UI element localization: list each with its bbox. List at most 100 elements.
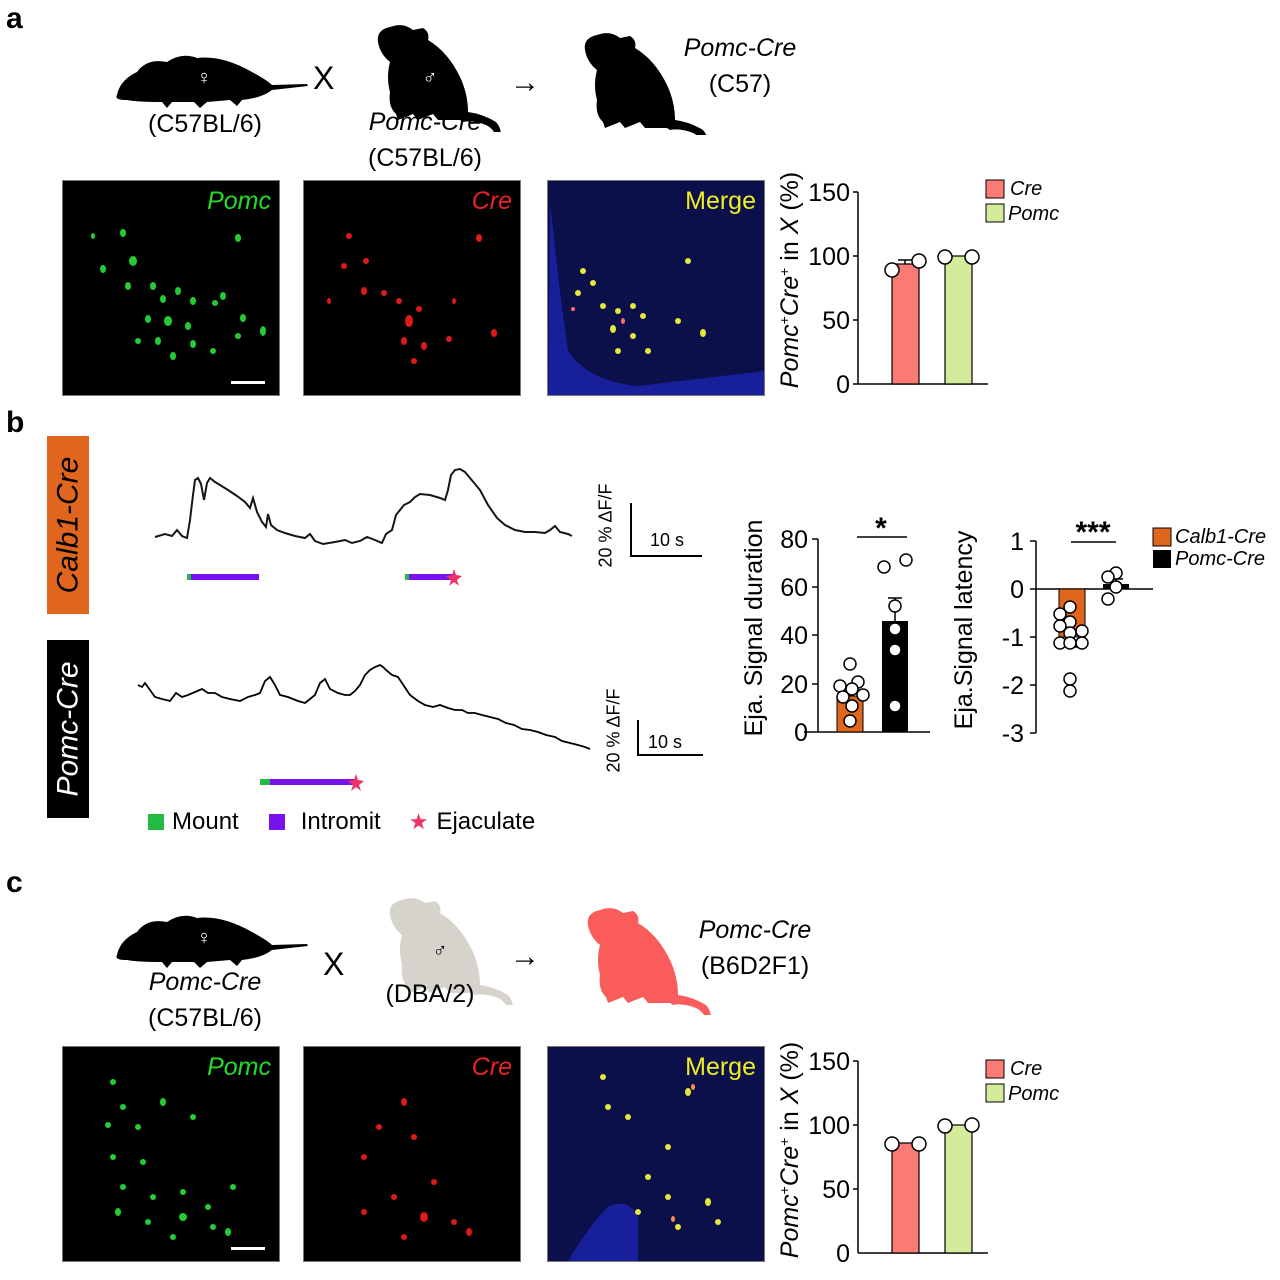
micrograph-cre-a: Cre: [303, 180, 521, 396]
behavior-bar-1: [187, 574, 259, 580]
male-genotype-label: Pomc-Cre: [368, 108, 482, 136]
legend-pomc: Pomc: [1008, 1083, 1059, 1105]
scale-y-label: 20 % ΔF/F: [603, 687, 624, 773]
legend-ejaculate: Ejaculate: [436, 808, 536, 835]
micrograph-cre-c: Cre: [303, 1046, 521, 1262]
image-label-cre: Cre: [471, 1053, 512, 1081]
behavior-legend: Mount Intromit ★ Ejaculate: [148, 808, 535, 836]
bar-cre: [891, 1142, 920, 1254]
cross-symbol: X: [323, 946, 345, 982]
bar-pomc: [944, 1124, 973, 1254]
scale-bar: [231, 1247, 265, 1250]
ytick: 150: [808, 179, 850, 207]
ytick: 0: [836, 1240, 850, 1268]
ytick: 0: [836, 371, 850, 399]
female-symbol: ♀: [197, 67, 212, 89]
male-mouse-icon: ♂: [389, 898, 513, 1005]
bar-pomc: [882, 621, 908, 732]
mount-swatch: [148, 814, 164, 830]
micrograph-pomc-c: Pomc: [62, 1046, 280, 1262]
ytick: 100: [808, 1112, 850, 1140]
ytick: 50: [822, 307, 850, 335]
genotype-box-calb1: Calb1-Cre: [47, 436, 89, 614]
ytick: 80: [780, 526, 808, 554]
arrow-icon: →: [510, 940, 540, 973]
panel-letter-c: c: [6, 866, 23, 899]
ytick: 0: [1010, 576, 1024, 604]
legend-intromit: Intromit: [300, 808, 381, 835]
trace-calb1: [154, 467, 573, 586]
panel-letter-a: a: [6, 2, 23, 35]
ytick: 50: [822, 1176, 850, 1204]
legend-pomc: Pomc-Cre: [1175, 548, 1265, 570]
image-label-cre: Cre: [471, 187, 512, 215]
male-strain-label: (C57BL/6): [368, 144, 482, 172]
female-mouse-icon: ♀: [116, 915, 308, 968]
legend-pomc: Pomc: [1008, 203, 1059, 225]
chart-a-coexpression: Pomc+Cre+ in X (%) 150 100 50 0 Cre Pomc: [776, 172, 1059, 399]
behavior-bar-2: [405, 569, 462, 586]
legend-mount: Mount: [172, 808, 239, 835]
chart-c-coexpression: Pomc+Cre+ in X (%) 150 100 50 0 Cre Pomc: [776, 1042, 1059, 1268]
legend-calb1: Calb1-Cre: [1175, 526, 1266, 548]
ytick: 40: [780, 622, 808, 650]
ytick: 0: [794, 719, 808, 747]
ytick: -2: [1002, 672, 1024, 700]
female-mouse-icon: ♀: [116, 55, 308, 108]
genotype-label-pomc: Pomc-Cre: [51, 661, 85, 797]
offspring-mouse-icon: [584, 33, 707, 135]
offspring-genotype-label: Pomc-Cre: [698, 916, 812, 944]
image-label-pomc: Pomc: [207, 1053, 271, 1081]
female-strain-label: (C57BL/6): [148, 1004, 262, 1032]
scale-bar: [231, 381, 265, 384]
offspring-strain-label: (B6D2F1): [700, 952, 810, 980]
chart-b-latency: Eja.Signal latency 1 0 -1 -2 -3 *** Calb…: [950, 516, 1266, 748]
ytick: 150: [808, 1048, 850, 1076]
ytick: 1: [1010, 528, 1024, 556]
y-axis-label: Pomc+Cre+ in X (%): [776, 172, 804, 388]
ytick: -3: [1002, 720, 1024, 748]
legend-cre: Cre: [1010, 1058, 1042, 1080]
y-axis-label: Eja.Signal latency: [950, 530, 978, 729]
significance-stars: ***: [1075, 516, 1110, 549]
scale-x-label: 10 s: [648, 732, 683, 752]
genotype-label-calb1: Calb1-Cre: [51, 456, 84, 594]
male-mouse-icon: ♂: [377, 25, 501, 132]
male-symbol: ♂: [433, 940, 448, 962]
bar-pomc: [944, 255, 973, 385]
trace-pomc: [137, 663, 591, 791]
image-label-merge: Merge: [685, 1053, 756, 1081]
panel-letter-b: b: [6, 406, 25, 439]
offspring-strain-label: (C57): [708, 70, 772, 98]
scale-y-label: 20 % ΔF/F: [595, 482, 616, 568]
female-symbol: ♀: [197, 927, 212, 949]
significance-star: *: [875, 512, 887, 545]
female-strain-label: (C57BL/6): [148, 110, 262, 138]
male-symbol: ♂: [423, 67, 438, 89]
genotype-box-pomc: Pomc-Cre: [47, 640, 89, 818]
chart-b-duration: Eja. Signal duration 80 60 40 20 0 *: [740, 512, 930, 747]
micrograph-merge-a: Merge: [547, 180, 765, 396]
male-strain-label: (DBA/2): [385, 980, 475, 1008]
image-label-merge: Merge: [685, 187, 756, 215]
micrograph-pomc-a: Pomc: [62, 180, 280, 396]
ejaculate-star-icon: ★: [408, 809, 429, 834]
ytick: 60: [780, 574, 808, 602]
behavior-bar-3: [260, 774, 364, 791]
image-label-pomc: Pomc: [207, 187, 271, 215]
bar-cre: [891, 263, 920, 385]
micrograph-merge-c: Merge: [547, 1046, 765, 1262]
scale-x-label: 10 s: [650, 530, 685, 550]
ytick: 100: [808, 243, 850, 271]
offspring-genotype-label: Pomc-Cre: [683, 34, 797, 62]
ytick: -1: [1002, 624, 1024, 652]
arrow-icon: →: [510, 66, 540, 99]
ytick: 20: [780, 671, 808, 699]
intromit-swatch: [268, 814, 285, 830]
legend-cre: Cre: [1010, 178, 1042, 200]
offspring-mouse-icon: [587, 908, 711, 1015]
female-genotype-label: Pomc-Cre: [148, 968, 262, 996]
cross-symbol: X: [313, 60, 335, 96]
y-axis-label: Pomc+Cre+ in X (%): [776, 1042, 804, 1258]
y-axis-label: Eja. Signal duration: [740, 520, 768, 737]
